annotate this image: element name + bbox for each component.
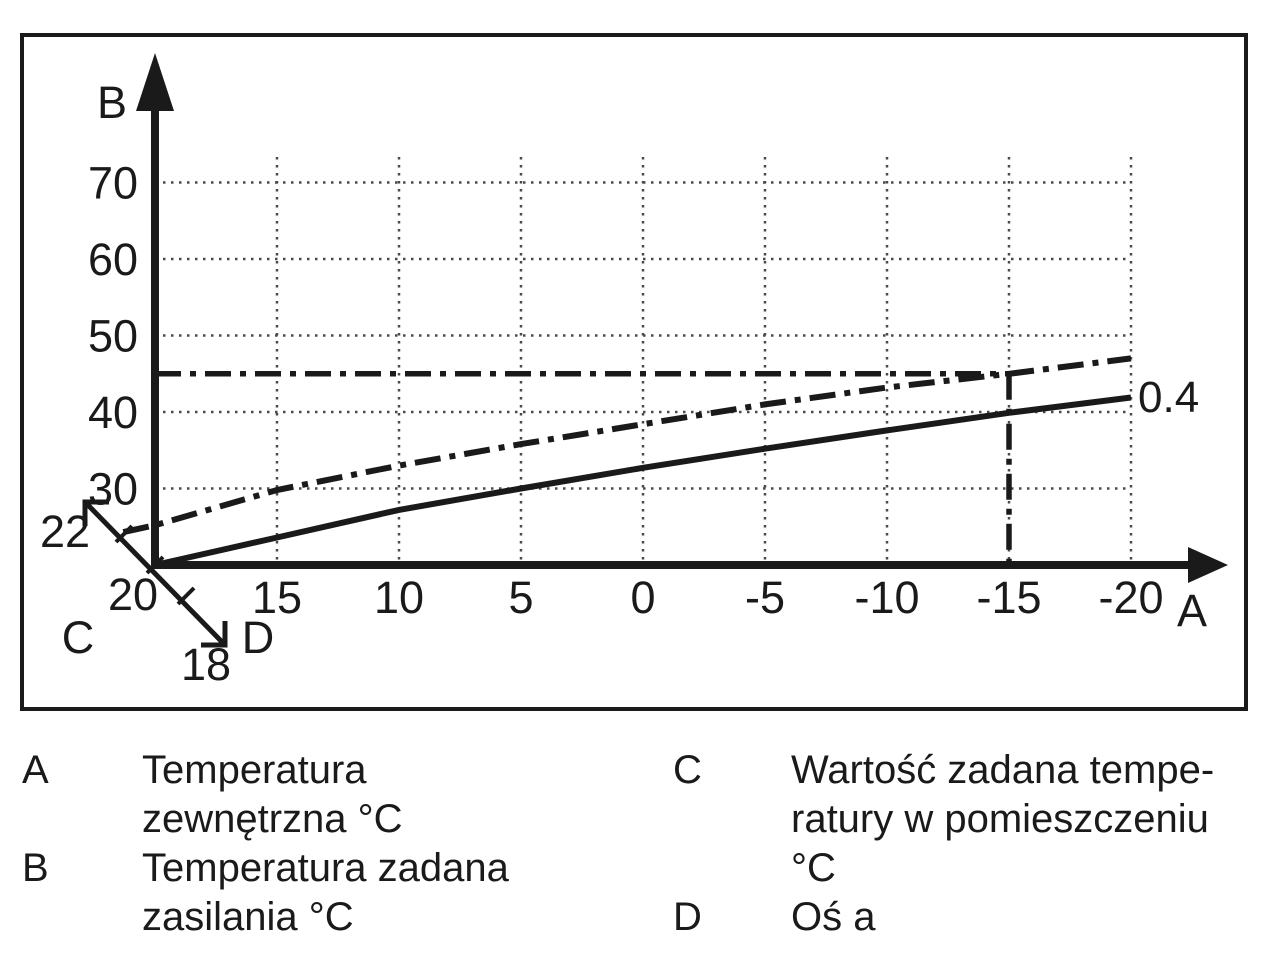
legend-item-b: B Temperatura zadana zasilania °C bbox=[22, 844, 642, 942]
x-tick-label: -10 bbox=[854, 572, 919, 623]
x-tick-label: 10 bbox=[374, 572, 424, 623]
x-axis: A bbox=[155, 547, 1228, 636]
x-tick-label: -20 bbox=[1098, 572, 1163, 623]
legend-line: Oś a bbox=[791, 895, 876, 939]
diagonal-axis-labels: 22 20 18 C D bbox=[40, 506, 274, 690]
legend-item-a: A Temperatura zewnętrzna °C bbox=[22, 746, 642, 844]
y-tick-label: 30 bbox=[88, 464, 138, 515]
x-tick-label: 5 bbox=[508, 572, 533, 623]
x-tick-label: -5 bbox=[745, 572, 785, 623]
y-axis-label: B bbox=[97, 77, 127, 128]
x-tick-label: -15 bbox=[976, 572, 1041, 623]
diagonal-axis bbox=[82, 499, 228, 648]
legend-item-d: D Oś a bbox=[673, 893, 1273, 942]
legend-key-a: A bbox=[22, 748, 49, 792]
legend-key-b: B bbox=[22, 846, 49, 890]
legend-line: Wartość zadana tempe- bbox=[791, 748, 1215, 792]
y-axis: B bbox=[97, 53, 174, 569]
diagonal-tick-18 bbox=[176, 586, 196, 606]
room-setpoint-18-label: 18 bbox=[181, 639, 231, 690]
legend-text-a: Temperatura zewnętrzna °C bbox=[142, 746, 642, 844]
diagonal-axis-side-label: C bbox=[62, 612, 95, 663]
diagonal-tick-20 bbox=[145, 555, 165, 575]
chart-border bbox=[20, 33, 1248, 711]
legend-column-left: A Temperatura zewnętrzna °C B Temperatur… bbox=[22, 746, 642, 942]
curve-dash-dot bbox=[122, 355, 1132, 536]
legend-text-b: Temperatura zadana zasilania °C bbox=[142, 844, 642, 942]
legend-item-c: C Wartość zadana tempe- ratury w pomiesz… bbox=[673, 746, 1273, 893]
legend-key-c: C bbox=[673, 748, 702, 792]
curve-slope-label: 0.4 bbox=[1138, 373, 1199, 422]
legend-line: Temperatura bbox=[142, 748, 367, 792]
legend-line: Temperatura zadana bbox=[142, 846, 509, 890]
room-setpoint-20-label: 20 bbox=[108, 569, 158, 620]
legend-line: zasilania °C bbox=[142, 895, 354, 939]
y-tick-label: 60 bbox=[88, 234, 138, 285]
legend-text-c: Wartość zadana tempe- ratury w pomieszcz… bbox=[791, 746, 1273, 893]
x-tick-label: 0 bbox=[630, 572, 655, 623]
y-axis-arrowhead-icon bbox=[136, 53, 174, 111]
curves bbox=[122, 355, 1132, 568]
legend-line: zewnętrzna °C bbox=[142, 797, 403, 841]
x-axis-label: A bbox=[1177, 585, 1207, 636]
legend-column-right: C Wartość zadana tempe- ratury w pomiesz… bbox=[673, 746, 1273, 942]
diagonal-axis-label: D bbox=[242, 612, 275, 663]
legend-line: °C bbox=[791, 846, 836, 890]
diagonal-axis-arrowhead-bottom-icon bbox=[201, 621, 228, 648]
legend-line: ratury w pomieszczeniu bbox=[791, 797, 1209, 841]
reference-lines bbox=[155, 371, 1012, 565]
x-axis-arrowhead-icon bbox=[1188, 547, 1228, 583]
legend-key-d: D bbox=[673, 895, 702, 939]
y-tick-label: 50 bbox=[88, 311, 138, 362]
x-tick-label: 15 bbox=[252, 572, 302, 623]
diagonal-tick-22 bbox=[114, 524, 134, 544]
diagonal-axis-arrowhead-top-icon bbox=[82, 499, 109, 526]
y-tick-label: 70 bbox=[88, 158, 138, 209]
grid bbox=[155, 157, 1133, 565]
diagonal-axis-line bbox=[83, 500, 227, 647]
curve-solid bbox=[154, 394, 1132, 568]
y-tick-label: 40 bbox=[88, 387, 138, 438]
legend-text-d: Oś a bbox=[791, 893, 1273, 942]
room-setpoint-22-label: 22 bbox=[40, 506, 90, 557]
